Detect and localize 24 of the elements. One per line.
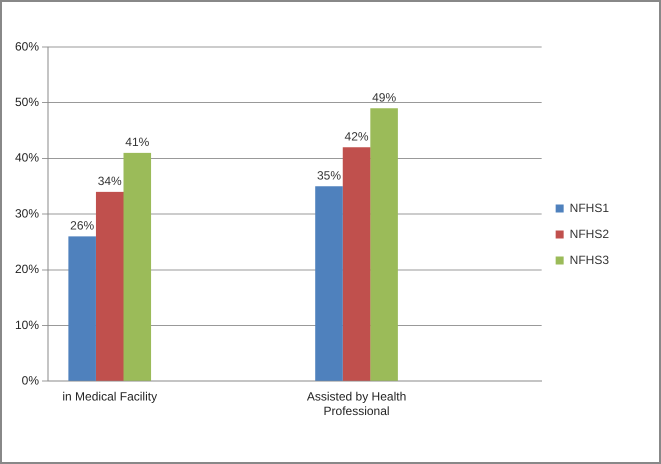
bar xyxy=(124,152,152,381)
bar xyxy=(315,186,343,381)
y-tick-label: 50% xyxy=(14,95,40,110)
legend-label: NFHS2 xyxy=(570,226,610,241)
data-label: 35% xyxy=(316,168,342,183)
y-tick-label: 40% xyxy=(14,150,40,165)
y-tick-label: 60% xyxy=(14,39,40,54)
data-label: 42% xyxy=(344,130,369,144)
bar xyxy=(370,108,398,381)
bar xyxy=(68,236,96,381)
data-label: 34% xyxy=(98,174,122,188)
data-label: 41% xyxy=(125,135,150,150)
legend-label: NFHS1 xyxy=(570,200,610,215)
data-label: 26% xyxy=(70,218,94,233)
y-tick-label: 10% xyxy=(14,318,40,332)
y-tick-label: 30% xyxy=(14,206,40,220)
legend-label: NFHS3 xyxy=(570,252,610,267)
x-tick-label: Assisted by Health Professional xyxy=(306,390,406,418)
bar xyxy=(342,147,370,381)
data-label: 49% xyxy=(372,90,396,105)
bar xyxy=(96,192,124,381)
y-tick-label: 20% xyxy=(14,262,40,276)
y-tick-label: 0% xyxy=(22,374,40,388)
x-tick-label: in Medical Facility xyxy=(62,390,158,404)
